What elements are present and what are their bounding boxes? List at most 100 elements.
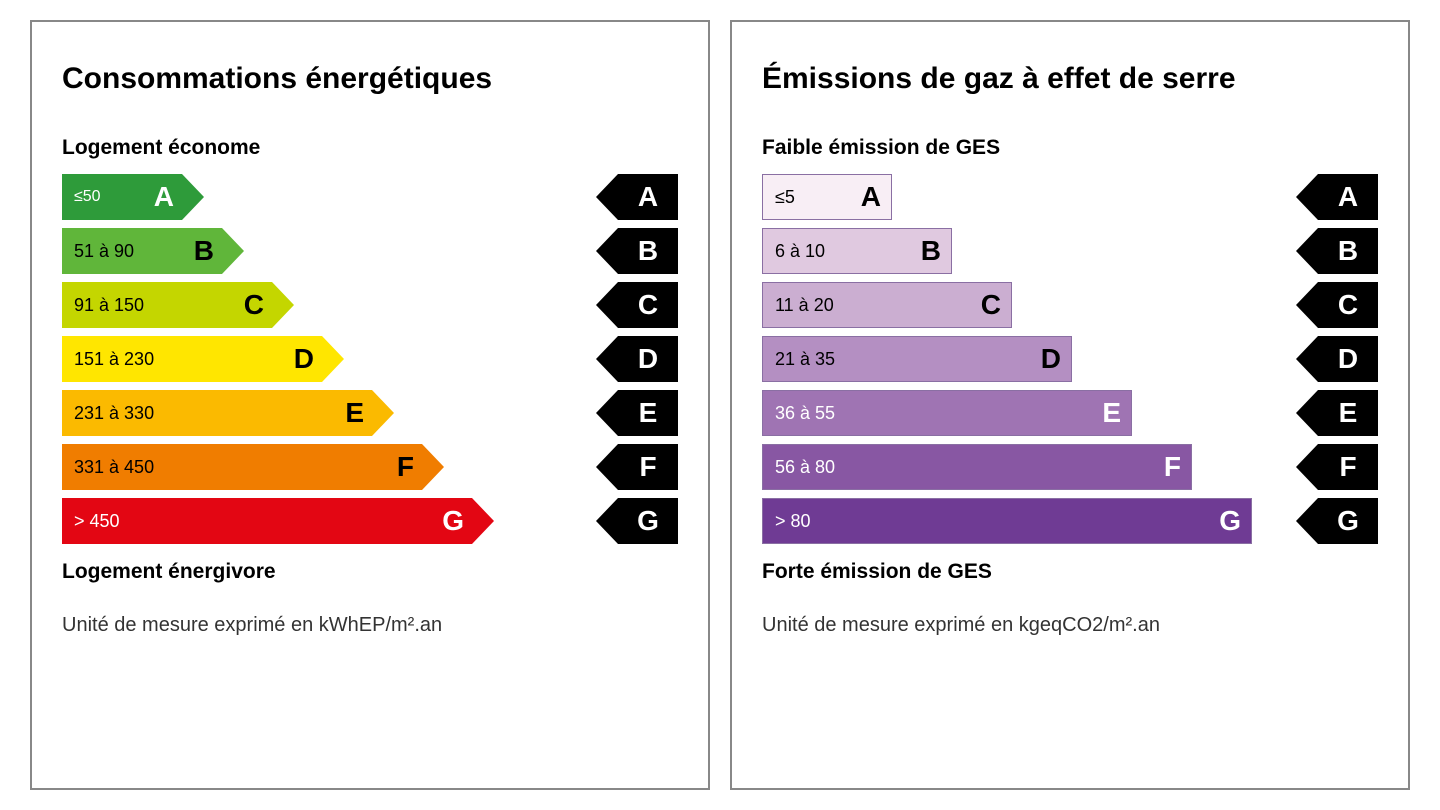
ges-range-a: ≤5 (775, 187, 795, 208)
energy-row-b: 51 à 90 B B (62, 228, 678, 274)
energy-row-f: 331 à 450 F F (62, 444, 678, 490)
energy-bar-b: 51 à 90 B (62, 228, 244, 274)
arrow-tip-icon (372, 390, 394, 436)
energy-range-d: 151 à 230 (74, 349, 154, 370)
energy-indicator-letter-f: F (639, 451, 656, 483)
ges-indicator-b: B (1296, 228, 1378, 274)
indicator-arrow-icon (1296, 336, 1318, 382)
arrow-tip-icon (422, 444, 444, 490)
ges-indicator-c: C (1296, 282, 1378, 328)
energy-letter-b: B (180, 235, 214, 267)
energy-bottom-label: Logement énergivore (62, 560, 678, 584)
indicator-arrow-icon (1296, 444, 1318, 490)
ges-indicator-letter-f: F (1339, 451, 1356, 483)
ges-letter-g: G (1205, 505, 1241, 537)
ges-top-label: Faible émission de GES (762, 136, 1378, 160)
ges-rows: ≤5A A 6 à 10B B 11 à 20 C C 21 à 35D D 36 à 55 E E 5… (762, 174, 1378, 544)
indicator-arrow-icon (596, 336, 618, 382)
ges-bottom-label: Forte émission de GES (762, 560, 1378, 584)
energy-indicator-letter-g: G (637, 505, 659, 537)
ges-title: Émissions de gaz à effet de serre (762, 62, 1378, 96)
ges-row-g: > 80 G G (762, 498, 1378, 544)
energy-top-label: Logement économe (62, 136, 678, 160)
energy-bar-e: 231 à 330 E (62, 390, 394, 436)
energy-letter-c: C (230, 289, 264, 321)
energy-indicator-a: A (596, 174, 678, 220)
energy-indicator-letter-d: D (638, 343, 658, 375)
ges-indicator-letter-d: D (1338, 343, 1358, 375)
energy-indicator-g: G (596, 498, 678, 544)
energy-row-g: > 450 G G (62, 498, 678, 544)
energy-indicator-letter-b: B (638, 235, 658, 267)
energy-rows: ≤50A A 51 à 90 B B 91 à 150 C C 151 à 230D D 231 à… (62, 174, 678, 544)
ges-letter-e: E (1088, 397, 1121, 429)
energy-unit: Unité de mesure exprimé en kWhEP/m².an (62, 614, 678, 637)
energy-range-e: 231 à 330 (74, 403, 154, 424)
indicator-arrow-icon (596, 444, 618, 490)
ges-letter-c: C (967, 289, 1001, 321)
ges-bar-e: 36 à 55 E (762, 390, 1132, 436)
indicator-arrow-icon (1296, 498, 1318, 544)
indicator-arrow-icon (1296, 282, 1318, 328)
energy-indicator-letter-c: C (638, 289, 658, 321)
energy-row-a: ≤50A A (62, 174, 678, 220)
ges-range-c: 11 à 20 (775, 295, 834, 316)
energy-letter-f: F (383, 451, 414, 483)
energy-range-b: 51 à 90 (74, 241, 134, 262)
ges-row-b: 6 à 10B B (762, 228, 1378, 274)
energy-bar-d: 151 à 230D (62, 336, 344, 382)
energy-range-g: > 450 (74, 511, 120, 532)
ges-indicator-d: D (1296, 336, 1378, 382)
energy-indicator-f: F (596, 444, 678, 490)
ges-bar-b: 6 à 10B (762, 228, 952, 274)
energy-indicator-letter-a: A (638, 181, 658, 213)
indicator-arrow-icon (596, 228, 618, 274)
ges-indicator-letter-a: A (1338, 181, 1358, 213)
energy-panel: Consommations énergétiques Logement écon… (30, 20, 710, 790)
ges-bar-g: > 80 G (762, 498, 1252, 544)
ges-indicator-g: G (1296, 498, 1378, 544)
indicator-arrow-icon (596, 390, 618, 436)
ges-row-d: 21 à 35D D (762, 336, 1378, 382)
energy-letter-e: E (331, 397, 364, 429)
indicator-arrow-icon (596, 174, 618, 220)
energy-range-c: 91 à 150 (74, 295, 144, 316)
ges-indicator-letter-e: E (1339, 397, 1358, 429)
energy-range-a: ≤50 (74, 188, 101, 206)
ges-letter-f: F (1150, 451, 1181, 483)
ges-bar-a: ≤5A (762, 174, 892, 220)
ges-range-b: 6 à 10 (775, 241, 825, 262)
energy-title: Consommations énergétiques (62, 62, 678, 96)
ges-indicator-a: A (1296, 174, 1378, 220)
ges-indicator-letter-g: G (1337, 505, 1359, 537)
ges-bar-f: 56 à 80 F (762, 444, 1192, 490)
ges-range-e: 36 à 55 (775, 403, 835, 424)
arrow-tip-icon (322, 336, 344, 382)
ges-indicator-letter-c: C (1338, 289, 1358, 321)
energy-range-f: 331 à 450 (74, 457, 154, 478)
energy-row-c: 91 à 150 C C (62, 282, 678, 328)
ges-range-f: 56 à 80 (775, 457, 835, 478)
energy-row-d: 151 à 230D D (62, 336, 678, 382)
ges-indicator-f: F (1296, 444, 1378, 490)
energy-bar-f: 331 à 450 F (62, 444, 444, 490)
energy-bar-g: > 450 G (62, 498, 494, 544)
energy-indicator-c: C (596, 282, 678, 328)
ges-row-c: 11 à 20 C C (762, 282, 1378, 328)
indicator-arrow-icon (596, 498, 618, 544)
energy-letter-g: G (428, 505, 464, 537)
energy-indicator-letter-e: E (639, 397, 658, 429)
ges-bar-c: 11 à 20 C (762, 282, 1012, 328)
energy-indicator-b: B (596, 228, 678, 274)
energy-row-e: 231 à 330 E E (62, 390, 678, 436)
ges-row-f: 56 à 80 F F (762, 444, 1378, 490)
energy-bar-a: ≤50A (62, 174, 204, 220)
ges-range-g: > 80 (775, 511, 811, 532)
ges-indicator-letter-b: B (1338, 235, 1358, 267)
ges-range-d: 21 à 35 (775, 349, 835, 370)
ges-panel: Émissions de gaz à effet de serre Faible… (730, 20, 1410, 790)
energy-indicator-e: E (596, 390, 678, 436)
ges-bar-d: 21 à 35D (762, 336, 1072, 382)
ges-indicator-e: E (1296, 390, 1378, 436)
arrow-tip-icon (222, 228, 244, 274)
